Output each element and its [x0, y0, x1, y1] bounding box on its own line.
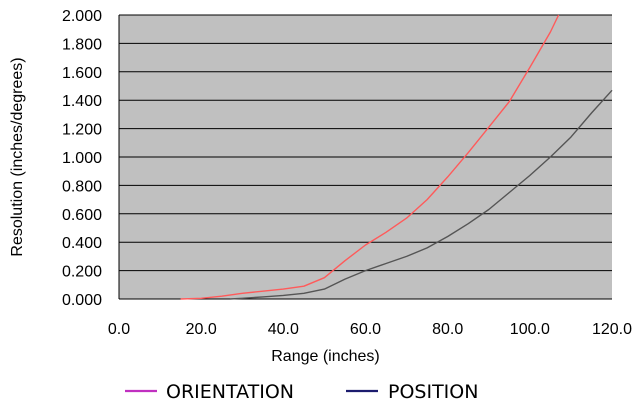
series-line-position	[229, 89, 613, 300]
y-tick-label: 1.000	[62, 150, 102, 167]
legend-label-orientation: ORIENTATION	[166, 381, 294, 403]
y-tick-label: 1.200	[62, 122, 102, 139]
y-tick-label: 0.600	[62, 207, 102, 224]
x-tick-label: 80.0	[432, 321, 463, 338]
x-tick-label: 0.0	[108, 321, 130, 338]
x-tick-label: 120.0	[592, 321, 632, 338]
y-axis-ticks: 0.000 0.200 0.400 0.600 0.800 1.000 1.200 1.400…	[62, 8, 102, 309]
y-tick-label: 1.800	[62, 36, 102, 53]
x-tick-label: 40.0	[268, 321, 299, 338]
y-tick-label: 1.600	[62, 65, 102, 82]
y-tick-label: 0.800	[62, 178, 102, 195]
legend: ORIENTATION POSITION	[125, 381, 478, 403]
x-tick-label: 60.0	[350, 321, 381, 338]
series-lines	[180, 14, 613, 300]
y-axis-label: Resolution (inches/degrees)	[9, 57, 26, 256]
y-tick-label: 0.200	[62, 264, 102, 281]
y-tick-label: 2.000	[62, 8, 102, 25]
y-tick-label: 1.400	[62, 93, 102, 110]
y-tick-label: 0.000	[62, 292, 102, 309]
x-tick-label: 20.0	[186, 321, 217, 338]
y-tick-label: 0.400	[62, 235, 102, 252]
legend-label-position: POSITION	[388, 381, 478, 403]
series-line-orientation	[180, 14, 560, 300]
x-tick-label: 100.0	[510, 321, 550, 338]
x-axis-ticks: 0.0 20.0 40.0 60.0 80.0 100.0 120.0	[108, 321, 632, 338]
x-axis-label: Range (inches)	[271, 348, 380, 365]
